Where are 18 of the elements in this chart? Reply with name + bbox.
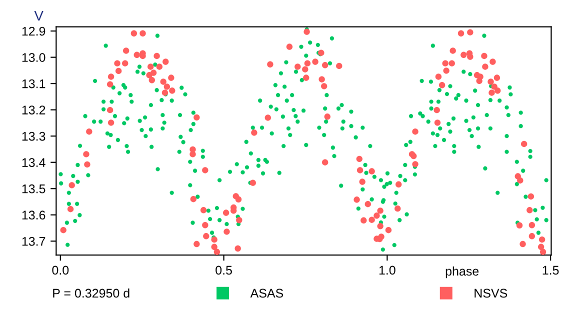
legend-label: ASAS	[250, 288, 284, 298]
y-tick-label: 13.6	[22, 210, 46, 220]
y-tick-label: 13.5	[22, 184, 46, 194]
y-axis-title: V	[34, 10, 44, 21]
x-tick-label: 1.0	[379, 266, 396, 275]
text: P = 0.32950 d	[53, 288, 130, 298]
y-tick-label: 13.0	[22, 53, 46, 62]
x-tick-label: 1.5	[542, 266, 559, 275]
x-axis-title: phase	[446, 266, 479, 278]
y-tick-label: 13.4	[22, 158, 46, 167]
y-tick-label: 13.2	[22, 106, 46, 114]
y-tick-label: 13.7	[22, 236, 46, 246]
y-tick-label: 13.1	[22, 79, 46, 88]
legend-label: NSVS	[474, 288, 508, 298]
y-tick-label: 13.3	[22, 132, 46, 141]
x-tick-label: 0.0	[52, 266, 69, 275]
y-tick-label: 12.9	[22, 26, 46, 36]
x-tick-label: 0.5	[216, 266, 232, 275]
